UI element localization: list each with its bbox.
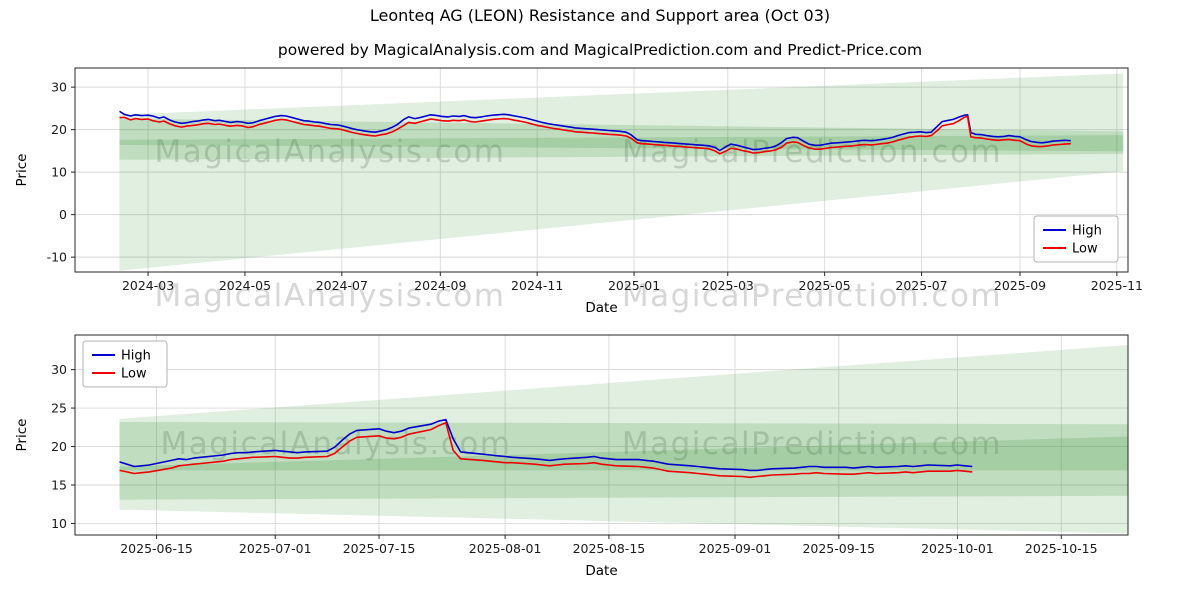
y-tick-label: 25	[51, 401, 67, 416]
y-tick-label: 30	[51, 362, 67, 377]
high-legend-label: High	[121, 349, 151, 364]
x-tick-label: 2025-09-15	[802, 541, 875, 556]
legend: High Low	[82, 340, 168, 388]
high-legend-label: High	[1072, 224, 1102, 239]
x-tick-label: 2025-09	[994, 278, 1046, 293]
low-line	[119, 115, 1071, 155]
x-axis-label: Date	[585, 300, 617, 316]
resistance-band	[119, 421, 1128, 471]
support-resistance-areas	[119, 73, 1124, 271]
y-tick-label: 10	[51, 165, 67, 180]
x-tick-label: 2025-05	[799, 278, 851, 293]
x-tick-label: 2025-07	[895, 278, 947, 293]
x-tick-label: 2025-09-01	[699, 541, 772, 556]
y-tick-label: 10	[51, 516, 67, 531]
tick-labels: 2025-06-15 2025-07-01 2025-07-15 2025-08-01…	[51, 362, 1097, 556]
high-line	[119, 110, 1071, 152]
grid	[75, 335, 1128, 535]
price-lines	[119, 418, 973, 479]
low-legend-label: Low	[121, 367, 147, 382]
y-tick-label: 20	[51, 439, 67, 454]
price-lines	[119, 110, 1071, 155]
x-tick-label: 2025-10-01	[921, 541, 994, 556]
x-tick-label: 2024-07	[316, 278, 368, 293]
support-band	[119, 436, 1128, 500]
axes-border	[74, 334, 1129, 536]
x-tick-label: 2025-08-01	[469, 541, 542, 556]
y-tick-label: 20	[51, 122, 67, 137]
y-tick-label: -10	[47, 250, 67, 265]
x-tick-label: 2024-03	[122, 278, 174, 293]
axes-border	[74, 67, 1129, 273]
legend: High Low	[1033, 215, 1119, 263]
x-tick-label: 2025-06-15	[120, 541, 193, 556]
support-resistance-areas	[119, 345, 1128, 534]
y-axis-label: Price	[14, 419, 30, 452]
figure-title: Leonteq AG (LEON) Resistance and Support…	[369, 6, 831, 25]
x-tick-label: 2025-07-15	[343, 541, 416, 556]
figure-subtitle: powered by MagicalAnalysis.com and Magic…	[277, 41, 923, 59]
x-tick-label: 2025-10-15	[1025, 541, 1098, 556]
x-tick-label: 2025-01	[608, 278, 660, 293]
support-resistance-fan	[119, 73, 1124, 271]
support-resistance-fan	[119, 345, 1128, 534]
top-price-chart: 2024-03 2024-05 2024-07 2024-09 2024-11 2025-…	[14, 67, 1143, 316]
high-line	[119, 418, 973, 472]
y-tick-label: 15	[51, 478, 67, 493]
x-tick-label: 2025-11	[1091, 278, 1143, 293]
y-tick-label: 0	[59, 207, 67, 222]
y-tick-label: 30	[51, 80, 67, 95]
low-line	[119, 421, 973, 479]
x-tick-label: 2025-07-01	[239, 541, 312, 556]
y-axis-label: Price	[14, 154, 30, 187]
low-legend-label: Low	[1072, 242, 1098, 257]
x-tick-label: 2025-08-15	[573, 541, 646, 556]
x-tick-label: 2024-11	[511, 278, 563, 293]
x-tick-label: 2024-09	[414, 278, 466, 293]
bottom-price-chart: 2025-06-15 2025-07-01 2025-07-15 2025-08-01…	[14, 334, 1129, 579]
x-axis-label: Date	[585, 563, 617, 579]
x-tick-label: 2024-05	[219, 278, 271, 293]
tick-labels: 2024-03 2024-05 2024-07 2024-09 2024-11 2025-…	[47, 80, 1143, 293]
x-tick-label: 2025-03	[702, 278, 754, 293]
